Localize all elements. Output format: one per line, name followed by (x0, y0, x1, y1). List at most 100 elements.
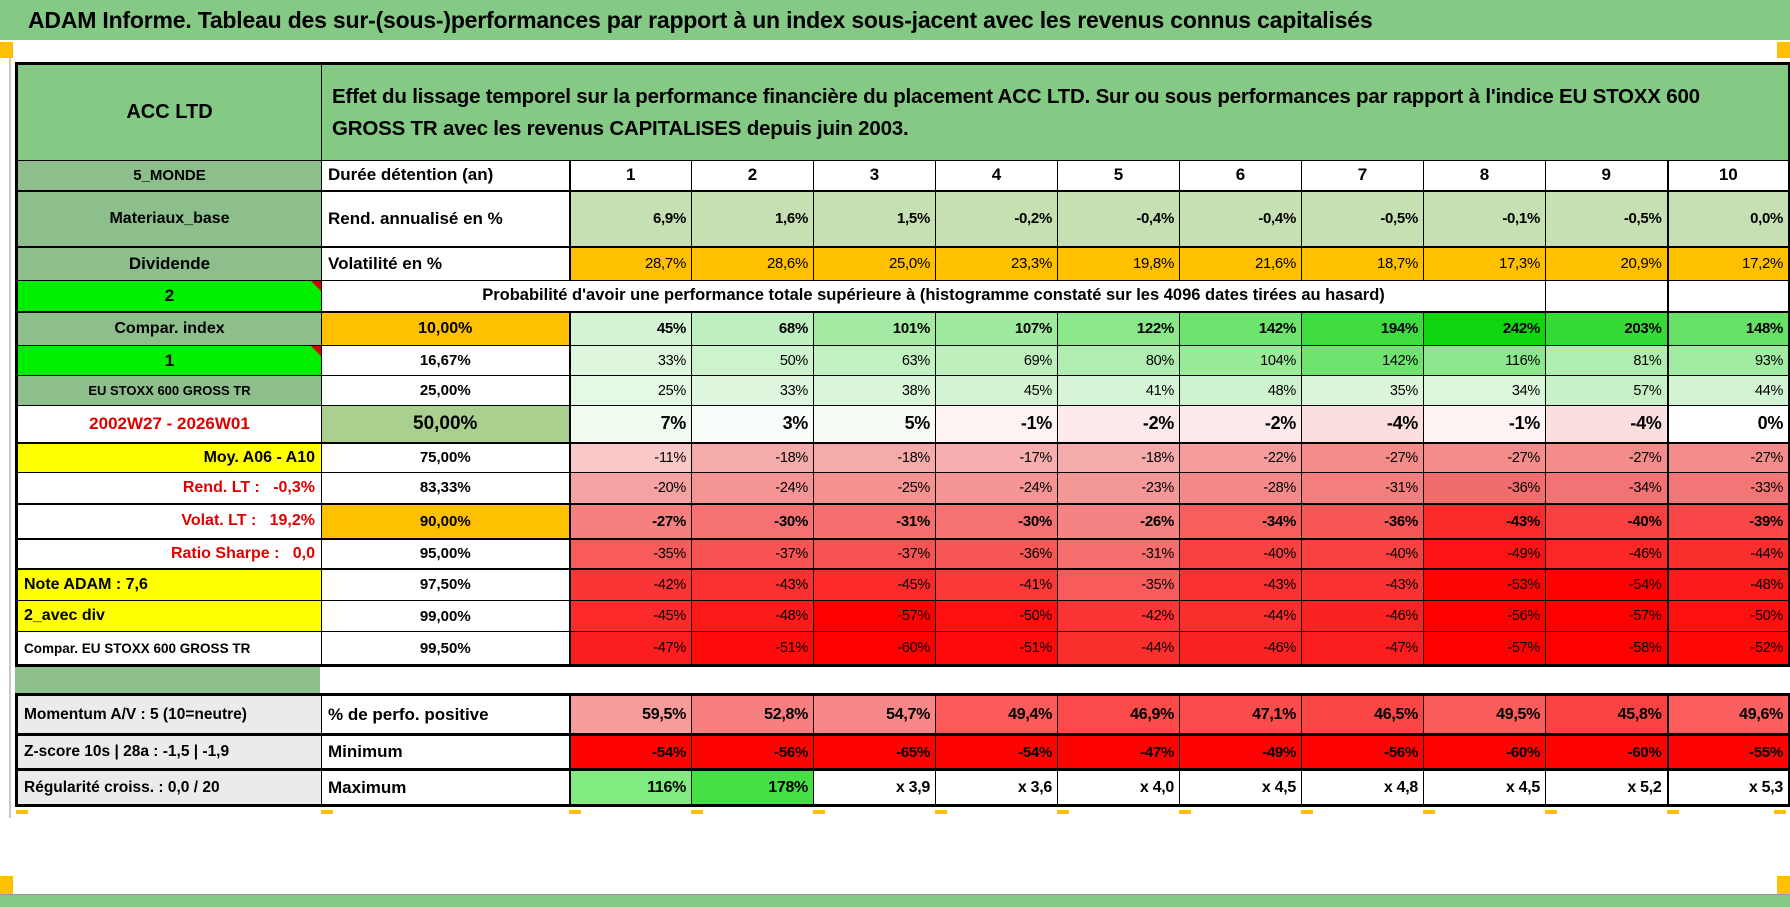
value-cell[interactable]: 54,7% (813, 694, 936, 735)
value-cell[interactable]: 3% (691, 405, 814, 444)
row-label-cell[interactable]: 99,00% (321, 600, 570, 632)
value-cell[interactable]: -30% (935, 503, 1058, 540)
row-header-cell[interactable]: Materiaux_base (16, 190, 322, 248)
value-cell[interactable]: -24% (935, 472, 1058, 505)
value-cell[interactable]: -46% (1179, 631, 1302, 666)
value-cell[interactable]: -48% (691, 600, 814, 632)
value-cell[interactable]: -0,5% (1301, 190, 1424, 248)
value-cell[interactable]: -42% (568, 568, 692, 601)
value-cell[interactable]: -34% (1179, 503, 1302, 540)
row-label-cell[interactable]: 95,00% (321, 538, 570, 570)
value-cell[interactable]: -65% (813, 733, 936, 770)
value-cell[interactable]: -31% (1301, 472, 1424, 505)
value-cell[interactable]: -60% (1545, 733, 1668, 770)
value-cell[interactable]: -4% (1545, 405, 1668, 444)
column-header-cell[interactable]: 6 (1179, 160, 1302, 192)
value-cell[interactable]: 242% (1423, 311, 1546, 346)
value-cell[interactable]: 148% (1666, 311, 1790, 346)
value-cell[interactable]: x 4,5 (1179, 768, 1302, 806)
value-cell[interactable]: -54% (1545, 568, 1668, 601)
value-cell[interactable]: x 4,8 (1301, 768, 1424, 806)
value-cell[interactable]: -0,1% (1423, 190, 1546, 248)
value-cell[interactable]: 49,5% (1423, 694, 1546, 735)
value-cell[interactable]: 28,6% (691, 246, 814, 281)
value-cell[interactable]: x 4,5 (1423, 768, 1546, 806)
value-cell[interactable]: -56% (1301, 733, 1424, 770)
column-header-cell[interactable]: 9 (1545, 160, 1668, 192)
value-cell[interactable]: -27% (568, 503, 692, 540)
value-cell[interactable]: -54% (568, 733, 692, 770)
value-cell[interactable]: -47% (1301, 631, 1424, 666)
value-cell[interactable]: 50% (691, 345, 814, 376)
row-header-cell[interactable]: 1 (16, 345, 322, 376)
row-label-cell[interactable]: 10,00% (321, 311, 570, 346)
row-header-cell[interactable]: ACC LTD (16, 63, 322, 161)
value-cell[interactable]: 122% (1057, 311, 1180, 346)
value-cell[interactable]: -27% (1301, 442, 1424, 473)
row-label-cell[interactable]: Rend. annualisé en % (321, 190, 570, 248)
value-cell[interactable]: -0,4% (1057, 190, 1180, 248)
value-cell[interactable]: x 3,6 (935, 768, 1058, 806)
value-cell[interactable]: 49,4% (935, 694, 1058, 735)
value-cell[interactable]: 0% (1666, 405, 1790, 444)
value-cell[interactable]: 34% (1423, 375, 1546, 406)
value-cell[interactable]: -45% (568, 600, 692, 632)
value-cell[interactable]: 48% (1179, 375, 1302, 406)
row-label-cell[interactable]: % de perfo. positive (321, 694, 570, 735)
column-header-cell[interactable]: 5 (1057, 160, 1180, 192)
value-cell[interactable]: 23,3% (935, 246, 1058, 281)
value-cell[interactable]: -44% (1057, 631, 1180, 666)
value-cell[interactable]: -28% (1179, 472, 1302, 505)
value-cell[interactable]: -35% (1057, 568, 1180, 601)
value-cell[interactable]: 33% (568, 345, 692, 376)
value-cell[interactable]: -34% (1545, 472, 1668, 505)
value-cell[interactable]: -58% (1545, 631, 1668, 666)
value-cell[interactable]: -27% (1666, 442, 1790, 473)
value-cell[interactable]: -43% (1179, 568, 1302, 601)
row-label-cell[interactable]: 75,00% (321, 442, 570, 473)
value-cell[interactable]: -40% (1301, 538, 1424, 570)
value-cell[interactable]: 63% (813, 345, 936, 376)
value-cell[interactable]: -43% (1423, 503, 1546, 540)
value-cell[interactable]: -2% (1179, 405, 1302, 444)
value-cell[interactable]: -0,4% (1179, 190, 1302, 248)
value-cell[interactable]: -26% (1057, 503, 1180, 540)
value-cell[interactable]: -33% (1666, 472, 1790, 505)
value-cell[interactable]: 28,7% (568, 246, 692, 281)
value-cell[interactable]: -27% (1545, 442, 1668, 473)
value-cell[interactable]: 116% (1423, 345, 1546, 376)
value-cell[interactable]: 49,6% (1666, 694, 1790, 735)
row-label-cell[interactable]: 25,00% (321, 375, 570, 406)
value-cell[interactable]: -46% (1545, 538, 1668, 570)
value-cell[interactable]: 59,5% (568, 694, 692, 735)
value-cell[interactable]: 203% (1545, 311, 1668, 346)
column-header-cell[interactable]: 10 (1666, 160, 1790, 192)
value-cell[interactable]: -36% (935, 538, 1058, 570)
value-cell[interactable]: 20,9% (1545, 246, 1668, 281)
value-cell[interactable]: -18% (813, 442, 936, 473)
value-cell[interactable]: 57% (1545, 375, 1668, 406)
value-cell[interactable]: -52% (1666, 631, 1790, 666)
value-cell[interactable]: -22% (1179, 442, 1302, 473)
value-cell[interactable]: -42% (1057, 600, 1180, 632)
value-cell[interactable]: -37% (813, 538, 936, 570)
value-cell[interactable]: -41% (935, 568, 1058, 601)
value-cell[interactable]: 81% (1545, 345, 1668, 376)
value-cell[interactable]: 1,5% (813, 190, 936, 248)
row-label-cell[interactable]: Minimum (321, 733, 570, 770)
value-cell[interactable]: 7% (568, 405, 692, 444)
value-cell[interactable]: -18% (1057, 442, 1180, 473)
row-header-cell[interactable]: Compar. EU STOXX 600 GROSS TR (16, 631, 322, 666)
value-cell[interactable]: -56% (1423, 600, 1546, 632)
row-header-cell[interactable]: 2 (16, 280, 322, 313)
value-cell[interactable]: -48% (1666, 568, 1790, 601)
value-cell[interactable]: -20% (568, 472, 692, 505)
value-cell[interactable]: 45% (568, 311, 692, 346)
row-label-cell[interactable]: Volatilité en % (321, 246, 570, 281)
value-cell[interactable]: -44% (1179, 600, 1302, 632)
row-header-cell[interactable]: Note ADAM : 7,6 (16, 568, 322, 601)
value-cell[interactable]: -23% (1057, 472, 1180, 505)
row-label-cell[interactable]: 16,67% (321, 345, 570, 376)
value-cell[interactable]: x 3,9 (813, 768, 936, 806)
value-cell[interactable]: -36% (1423, 472, 1546, 505)
